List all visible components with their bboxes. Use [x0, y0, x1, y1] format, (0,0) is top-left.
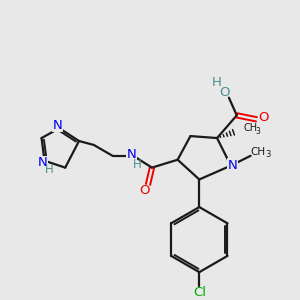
Text: N: N	[38, 156, 47, 169]
Text: N: N	[52, 119, 62, 132]
Text: CH: CH	[250, 147, 265, 157]
Text: O: O	[139, 184, 149, 197]
Text: H: H	[45, 163, 54, 176]
Text: 3: 3	[256, 127, 260, 136]
Text: CH: CH	[244, 123, 258, 133]
Text: O: O	[220, 86, 230, 99]
Text: 3: 3	[266, 150, 271, 159]
Text: Cl: Cl	[193, 286, 206, 299]
Text: O: O	[258, 111, 268, 124]
Text: H: H	[133, 158, 142, 171]
Text: N: N	[126, 148, 136, 161]
Text: N: N	[228, 159, 238, 172]
Text: H: H	[212, 76, 222, 89]
